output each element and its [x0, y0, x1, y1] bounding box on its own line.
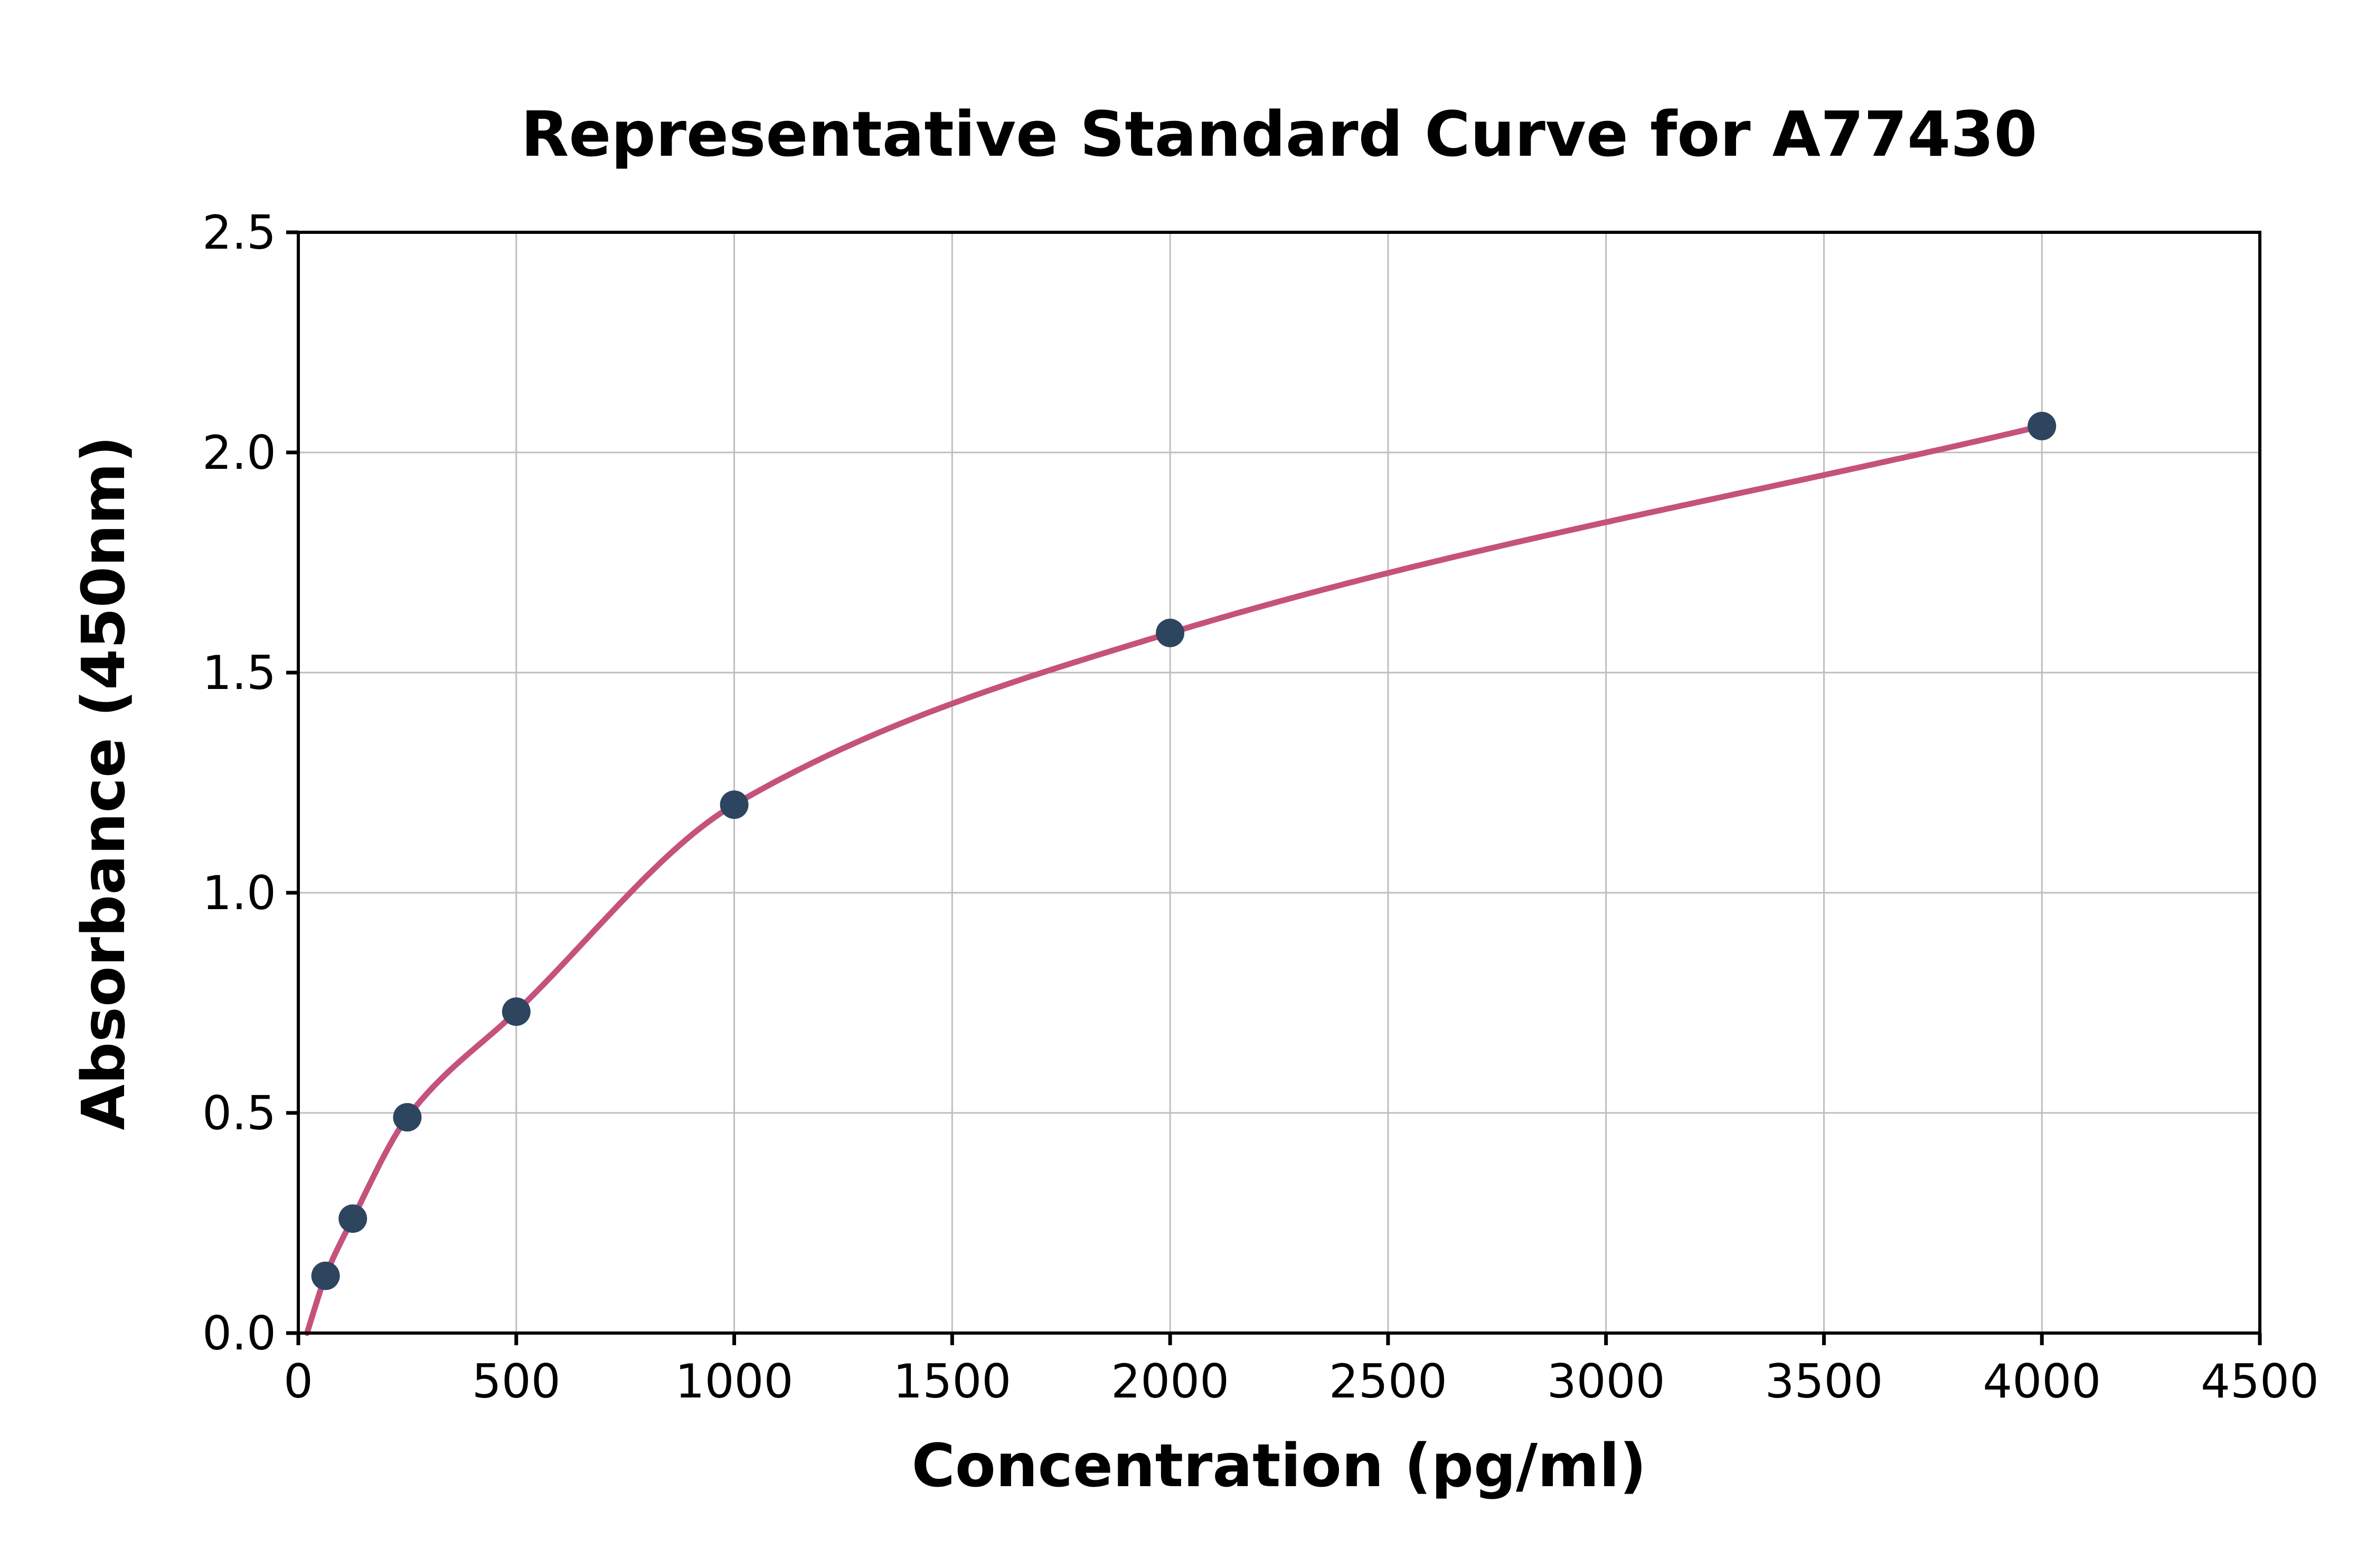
y-tick-label: 0.0: [202, 1306, 276, 1361]
x-tick-label: 500: [472, 1354, 561, 1409]
data-point: [338, 1204, 367, 1233]
data-point: [393, 1103, 422, 1132]
y-tick-label: 1.5: [202, 646, 276, 700]
x-axis-label: Concentration (pg/ml): [912, 1432, 1647, 1500]
y-tick-label: 2.5: [202, 205, 276, 260]
x-tick-label: 2500: [1329, 1354, 1447, 1409]
plot-frame: [297, 231, 2261, 1335]
data-point: [311, 1261, 340, 1290]
data-point: [1156, 618, 1185, 647]
grid-layer: [297, 231, 2261, 1334]
x-tick-label: 4000: [1983, 1354, 2101, 1409]
y-tick-label: 2.0: [202, 426, 276, 480]
y-axis-label: Absorbance (450nm): [70, 436, 138, 1130]
x-tick-label: 2000: [1111, 1354, 1229, 1409]
y-tick-label: 1.0: [202, 866, 276, 920]
x-tick-label: 1000: [675, 1354, 794, 1409]
data-points-layer: [311, 412, 2057, 1290]
tick-layer: 0 500 1000 1500 2000 2500 3000 3500 4000 4500 0.0 0…: [202, 205, 2319, 1409]
x-tick-label: 3500: [1765, 1354, 1883, 1409]
data-point: [2028, 412, 2057, 440]
y-tick-label: 0.5: [202, 1086, 276, 1140]
data-point: [720, 790, 749, 819]
x-tick-label: 3000: [1547, 1354, 1665, 1409]
fit-curve: [304, 423, 2045, 1336]
data-point: [502, 997, 531, 1026]
x-tick-label: 4500: [2201, 1354, 2319, 1409]
chart-title: Representative Standard Curve for A77430: [521, 98, 2038, 171]
x-tick-label: 1500: [893, 1354, 1011, 1409]
x-tick-label: 0: [284, 1354, 313, 1409]
